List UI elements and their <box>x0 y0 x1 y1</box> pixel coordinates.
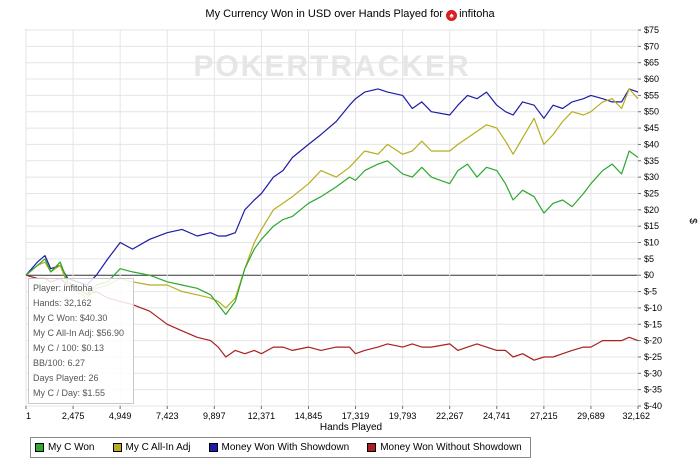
y-axis-ticks: $75 $70 $65 $60 $55 $50 $45 $40 $35 $30 $25 $20 $15 $… <box>638 25 662 411</box>
y-tick-label: $45 <box>644 123 659 133</box>
x-tick-label: 29,689 <box>577 411 605 421</box>
legend-label: Money Won With Showdown <box>221 442 350 453</box>
series-line-my-c-won <box>25 150 639 316</box>
stats-line: My C All-In Adj: $56.90 <box>33 328 125 338</box>
x-tick-label: 14,845 <box>295 411 323 421</box>
y-tick-label: $-40 <box>644 401 662 411</box>
y-tick-label: $75 <box>644 25 659 35</box>
stats-line: Player: infitoha <box>33 283 93 293</box>
y-tick-label: $25 <box>644 188 659 198</box>
player-name: infitoha <box>459 8 495 20</box>
y-tick-label: $0 <box>644 270 654 280</box>
series-line-money-won-with-showdown <box>25 88 639 286</box>
legend-item[interactable]: Money Won Without Showdown <box>367 442 522 453</box>
y-tick-label: $15 <box>644 221 659 231</box>
stats-line: Days Played: 26 <box>33 373 99 383</box>
legend-swatch <box>208 443 218 452</box>
stats-line: Hands: 32,162 <box>33 298 92 308</box>
y-tick-label: $-30 <box>644 368 662 378</box>
y-tick-label: $60 <box>644 74 659 84</box>
stats-line: My C Won: $40.30 <box>33 313 108 323</box>
legend-item[interactable]: My C All-In Adj <box>112 442 191 453</box>
x-tick-label: 24,741 <box>483 411 511 421</box>
y-tick-label: $-25 <box>644 352 662 362</box>
legend-label: Money Won Without Showdown <box>380 442 522 453</box>
x-tick-label: 2,475 <box>62 411 85 421</box>
pokertracker-watermark: POKERTRACKER <box>193 50 470 83</box>
stats-box: Player: infitoha Hands: 32,162 My C Won: $… <box>28 278 134 404</box>
x-axis-label: Hands Played <box>320 422 382 433</box>
y-tick-label: $35 <box>644 156 659 166</box>
x-axis-ticks: 1 2,475 4,949 7,423 9,897 12,371 14,845 17,319 1… <box>25 406 650 421</box>
spade-suit-icon: ♠ <box>446 10 458 21</box>
x-tick-label: 22,267 <box>436 411 464 421</box>
legend-swatch <box>35 443 44 452</box>
y-tick-label: $-35 <box>644 385 662 395</box>
legend-swatch <box>367 443 377 452</box>
legend-item[interactable]: Money Won With Showdown <box>208 442 350 453</box>
x-tick-label: 17,319 <box>342 411 370 421</box>
y-tick-label: $55 <box>644 90 659 100</box>
legend-label: My C All-In Adj <box>125 442 191 453</box>
x-tick-label: 9,897 <box>203 411 226 421</box>
x-tick-label: 7,423 <box>156 411 179 421</box>
x-tick-label: 1 <box>26 411 31 421</box>
y-tick-label: $-5 <box>644 287 657 297</box>
stats-line: My C / Day: $1.55 <box>33 388 106 398</box>
y-tick-label: $50 <box>644 107 659 117</box>
x-tick-label: 19,793 <box>389 411 417 421</box>
y-tick-label: $40 <box>644 139 659 149</box>
stats-line: BB/100: 6.27 <box>33 358 86 368</box>
x-tick-label: 32,162 <box>622 411 650 421</box>
x-tick-label: 27,215 <box>530 411 558 421</box>
y-axis-label: $ <box>687 218 698 224</box>
legend-swatch <box>112 443 122 452</box>
y-tick-label: $70 <box>644 41 659 51</box>
chart-title-prefix: My Currency Won in USD over Hands Played… <box>205 8 444 20</box>
y-tick-label: $65 <box>644 58 659 68</box>
stats-line: My C / 100: $0.13 <box>33 343 105 353</box>
y-tick-label: $10 <box>644 238 659 248</box>
legend-label: My C Won <box>48 442 95 453</box>
y-tick-label: $-10 <box>644 303 662 313</box>
x-tick-label: 12,371 <box>248 411 276 421</box>
y-tick-label: $30 <box>644 172 659 182</box>
x-tick-label: 4,949 <box>109 411 132 421</box>
legend-item[interactable]: My C Won <box>35 442 95 453</box>
y-tick-label: $5 <box>644 254 654 264</box>
chart-title: My Currency Won in USD over Hands Played… <box>0 8 700 21</box>
y-tick-label: $-20 <box>644 336 662 346</box>
y-tick-label: $20 <box>644 205 659 215</box>
y-tick-label: $-15 <box>644 319 662 329</box>
legend: My C Won My C All-In Adj Money Won With Sh… <box>30 437 531 458</box>
